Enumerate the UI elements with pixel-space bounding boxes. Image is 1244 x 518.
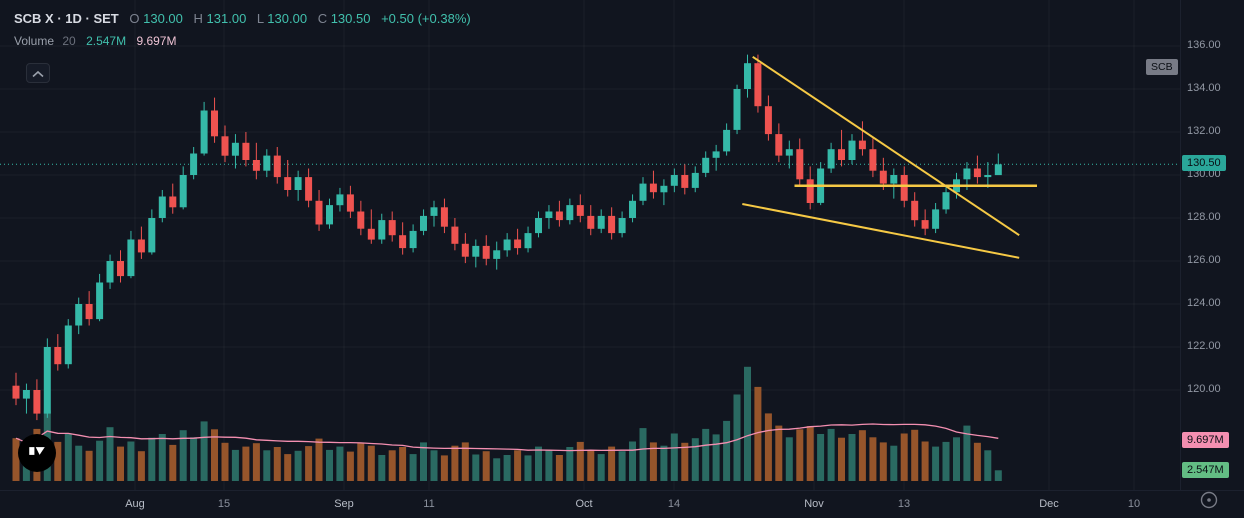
time-tick: Oct — [575, 498, 593, 510]
symbol-axis-label: SCB — [1146, 59, 1178, 75]
legend-row-ohlc: SCB X · 1D · SET O 130.00 H 131.00 L 130… — [14, 10, 471, 27]
change-value: +0.50 (+0.38%) — [381, 11, 471, 26]
volume-ma-period: 20 — [62, 34, 76, 48]
price-tick: 134.00 — [1187, 82, 1221, 94]
chevron-up-icon — [31, 66, 45, 81]
time-tick: Nov — [804, 498, 824, 510]
high-label: H — [193, 11, 203, 26]
volume-value: 2.547M — [86, 34, 127, 48]
time-tick: 11 — [423, 498, 435, 510]
price-tick: 128.00 — [1187, 211, 1221, 223]
open-label: O — [129, 11, 140, 26]
legend-row-volume: Volume 20 2.547M 9.697M — [14, 33, 471, 50]
open-value: 130.00 — [143, 11, 183, 26]
last-price-label: 130.50 — [1182, 155, 1226, 172]
close-label: C — [317, 11, 328, 26]
low-value: 130.00 — [267, 11, 308, 26]
price-tick: 132.00 — [1187, 125, 1221, 137]
close-value: 130.50 — [330, 11, 371, 26]
low-label: L — [256, 11, 264, 26]
high-value: 131.00 — [206, 11, 247, 26]
time-tick: 14 — [667, 498, 681, 510]
price-tick: 136.00 — [1187, 39, 1221, 51]
volume-ma-axis-label: 9.697M — [1182, 432, 1229, 449]
price-tick: 120.00 — [1187, 383, 1221, 395]
tradingview-logo[interactable] — [18, 434, 56, 472]
time-tick: 10 — [1127, 498, 1141, 510]
time-tick: 15 — [217, 498, 231, 510]
volume-ma-value: 9.697M — [136, 34, 177, 48]
time-tick: 13 — [897, 498, 911, 510]
volume-axis-label: 2.547M — [1182, 462, 1229, 479]
target-icon — [1197, 491, 1221, 515]
price-tick: 126.00 — [1187, 254, 1221, 266]
symbol-title[interactable]: SCB X · 1D · SET — [14, 11, 119, 26]
scroll-to-realtime-button[interactable] — [1196, 488, 1222, 514]
collapse-legend-button[interactable] — [26, 63, 50, 83]
price-axis[interactable]: 136.00 134.00 132.00 130.00 128.00 126.00 124.… — [1180, 0, 1244, 490]
time-axis[interactable]: Aug 15 Sep 11 Oct 14 Nov 13 Dec 10 — [0, 490, 1244, 518]
price-tick: 124.00 — [1187, 297, 1221, 309]
volume-label[interactable]: Volume — [14, 34, 55, 48]
price-tick: 122.00 — [1187, 340, 1221, 352]
tradingview-logo-icon — [26, 440, 48, 467]
time-tick: Dec — [1039, 498, 1059, 510]
symbol-legend: SCB X · 1D · SET O 130.00 H 131.00 L 130… — [14, 10, 471, 50]
time-tick: Sep — [334, 498, 354, 510]
time-tick: Aug — [125, 498, 145, 510]
